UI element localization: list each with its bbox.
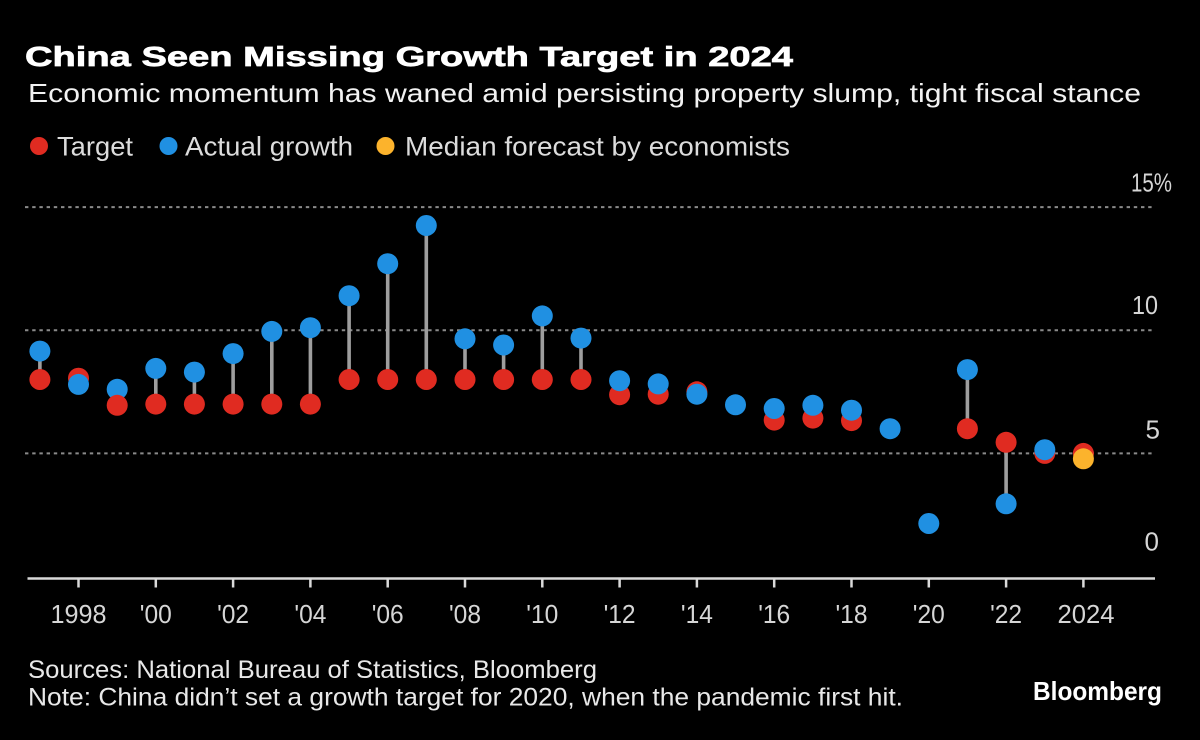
svg-text:Bloomberg: Bloomberg bbox=[1033, 676, 1162, 706]
svg-text:Target: Target bbox=[57, 132, 133, 162]
svg-text:'04: '04 bbox=[294, 599, 326, 629]
svg-text:0: 0 bbox=[1145, 526, 1159, 556]
svg-text:'00: '00 bbox=[140, 599, 172, 629]
svg-text:Actual growth: Actual growth bbox=[185, 132, 353, 162]
svg-text:'20: '20 bbox=[913, 599, 945, 629]
svg-text:Economic momentum has waned am: Economic momentum has waned amid persist… bbox=[28, 78, 1141, 108]
svg-text:5: 5 bbox=[1146, 415, 1160, 445]
svg-text:'14: '14 bbox=[681, 599, 713, 629]
svg-text:'02: '02 bbox=[217, 599, 249, 629]
svg-text:'10: '10 bbox=[526, 599, 558, 629]
svg-text:'12: '12 bbox=[604, 599, 636, 629]
svg-text:'16: '16 bbox=[758, 599, 790, 629]
svg-text:'08: '08 bbox=[449, 599, 481, 629]
svg-text:China Seen Missing Growth Targ: China Seen Missing Growth Target in 2024 bbox=[25, 41, 794, 72]
svg-text:10: 10 bbox=[1132, 290, 1158, 320]
svg-text:Note: China didn’t set a growt: Note: China didn’t set a growth target f… bbox=[28, 684, 903, 712]
svg-text:Sources: National Bureau of St: Sources: National Bureau of Statistics, … bbox=[28, 656, 597, 684]
svg-text:'18: '18 bbox=[836, 599, 868, 629]
svg-text:15%: 15% bbox=[1131, 167, 1172, 197]
svg-text:1998: 1998 bbox=[51, 599, 107, 629]
svg-text:'22: '22 bbox=[990, 599, 1022, 629]
svg-text:Median forecast by economists: Median forecast by economists bbox=[405, 132, 790, 162]
svg-text:'06: '06 bbox=[372, 599, 404, 629]
svg-text:2024: 2024 bbox=[1058, 599, 1115, 629]
